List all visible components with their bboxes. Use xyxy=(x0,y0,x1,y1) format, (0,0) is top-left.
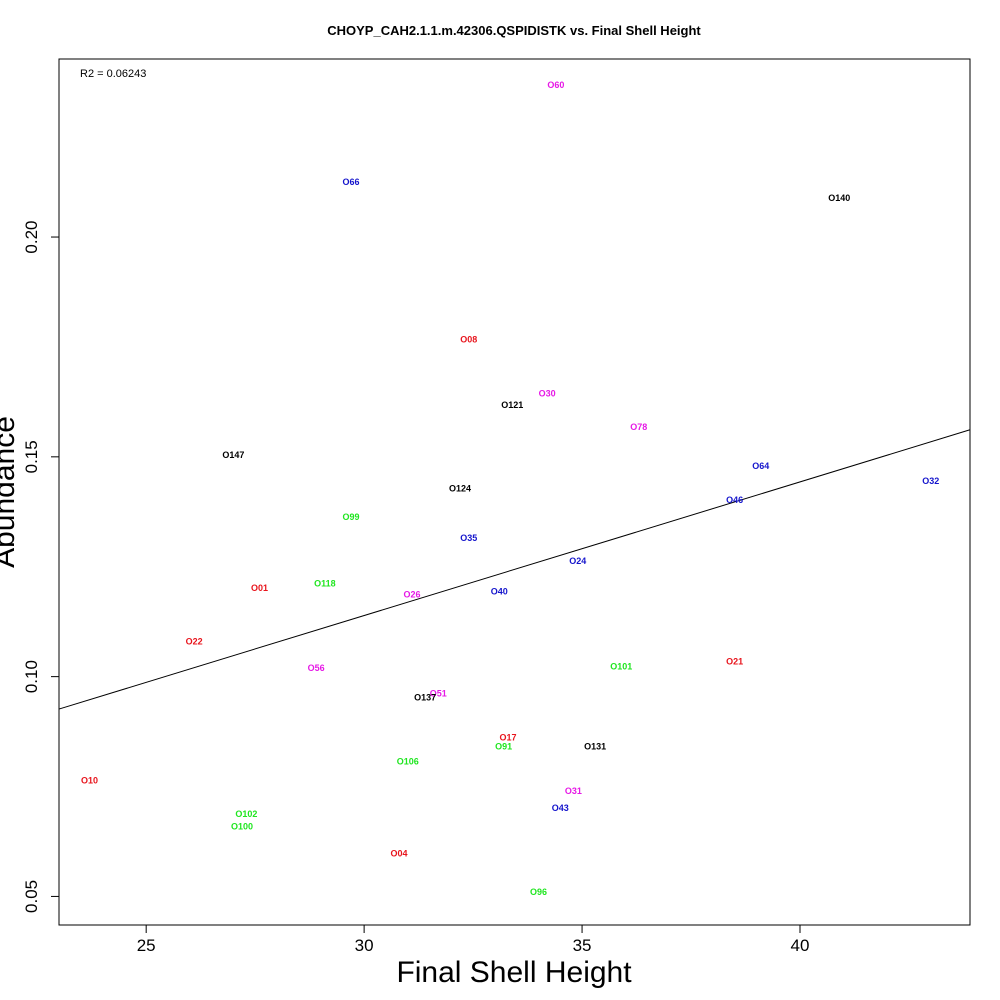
point-label-o78: O78 xyxy=(630,422,647,432)
point-label-o99: O99 xyxy=(343,512,360,522)
y-tick-label: 0.15 xyxy=(22,440,41,473)
point-label-o96: O96 xyxy=(530,887,547,897)
point-label-o91: O91 xyxy=(495,741,512,751)
point-label-o08: O08 xyxy=(460,335,477,345)
point-label-o21: O21 xyxy=(726,656,743,666)
point-label-o102: O102 xyxy=(235,809,257,819)
x-tick-label: 40 xyxy=(791,936,810,955)
point-label-o10: O10 xyxy=(81,776,98,786)
point-label-o30: O30 xyxy=(539,388,556,398)
y-tick-label: 0.20 xyxy=(22,220,41,253)
point-label-o118: O118 xyxy=(314,579,336,589)
point-label-o04: O04 xyxy=(390,849,407,859)
regression-line-group xyxy=(58,429,971,710)
x-tick-label: 35 xyxy=(573,936,592,955)
point-label-o35: O35 xyxy=(460,533,477,543)
point-label-o66: O66 xyxy=(343,177,360,187)
x-axis: 25 30 35 40 xyxy=(137,925,810,955)
x-axis-label: Final Shell Height xyxy=(396,956,632,989)
point-label-o121: O121 xyxy=(501,400,523,410)
y-tick-label: 0.05 xyxy=(22,880,41,913)
chart-title: CHOYP_CAH2.1.1.m.42306.QSPIDISTK vs. Fin… xyxy=(327,23,701,38)
data-points: O60 O66 O140 O08 O30 O121 O78 O147 O64 O32 O124 O46… xyxy=(81,80,939,897)
point-label-o32: O32 xyxy=(922,476,939,486)
y-axis: 0.05 0.10 0.15 0.20 xyxy=(22,220,59,913)
point-label-o22: O22 xyxy=(186,637,203,647)
point-label-o17: O17 xyxy=(499,733,516,743)
y-axis-label: Abundance xyxy=(0,416,21,568)
point-label-o46: O46 xyxy=(726,495,743,505)
plot-frame xyxy=(58,58,971,926)
point-label-o131: O131 xyxy=(584,741,606,751)
point-label-o64: O64 xyxy=(752,461,769,471)
point-label-o100: O100 xyxy=(231,821,253,831)
regression-line xyxy=(58,429,971,710)
point-label-o140: O140 xyxy=(828,193,850,203)
point-label-o26: O26 xyxy=(404,590,421,600)
point-label-o43: O43 xyxy=(552,803,569,813)
point-label-o31: O31 xyxy=(565,786,582,796)
y-tick-label: 0.10 xyxy=(22,660,41,693)
r2-annotation: R2 = 0.06243 xyxy=(80,68,146,80)
point-label-o01: O01 xyxy=(251,583,268,593)
point-label-o137: O137 xyxy=(414,693,436,703)
x-tick-label: 25 xyxy=(137,936,156,955)
point-label-o24: O24 xyxy=(569,556,586,566)
point-label-o101: O101 xyxy=(610,661,632,671)
x-tick-label: 30 xyxy=(355,936,374,955)
point-label-o51: O51 xyxy=(430,689,447,699)
point-label-o60: O60 xyxy=(547,80,564,90)
point-label-o147: O147 xyxy=(222,450,244,460)
point-label-o56: O56 xyxy=(308,663,325,673)
point-label-o124: O124 xyxy=(449,483,471,493)
point-label-o40: O40 xyxy=(491,587,508,597)
point-label-o106: O106 xyxy=(397,756,419,766)
